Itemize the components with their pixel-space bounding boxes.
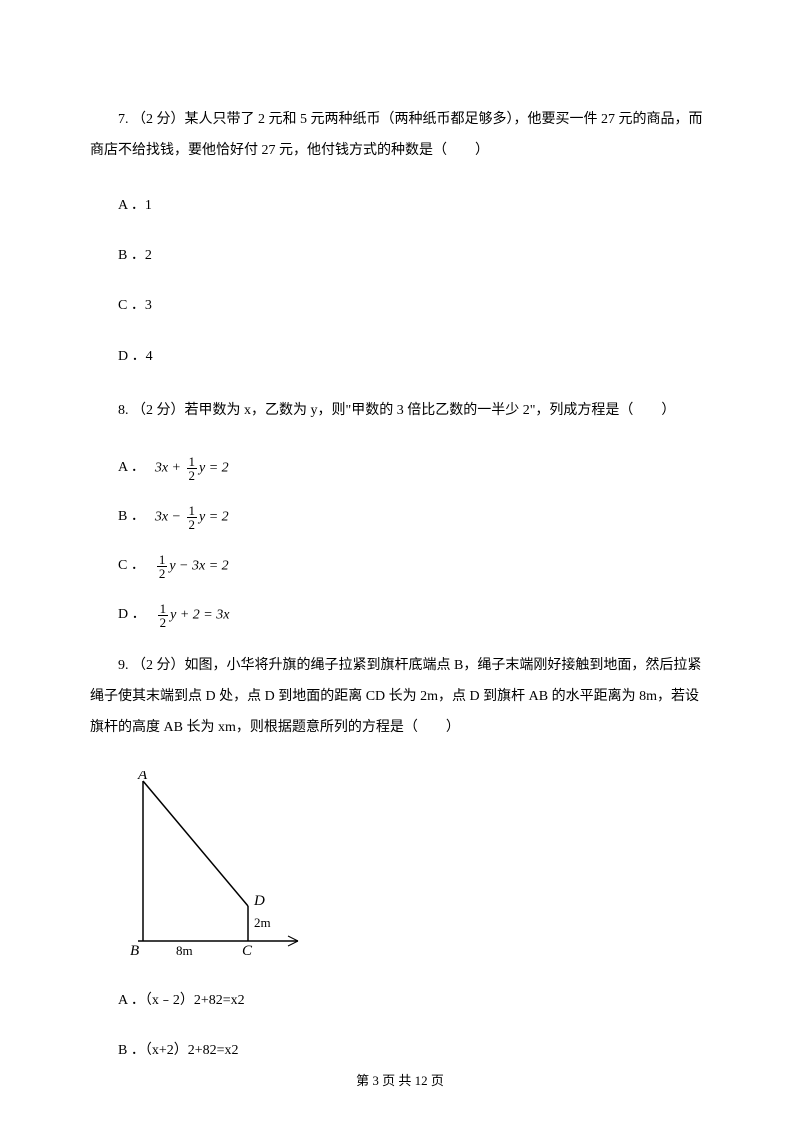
question-9-text: 9. （2 分）如图，小华将升旗的绳子拉紧到旗杆底端点 B，绳子末端刚好接触到地… <box>90 651 710 743</box>
numerator: 1 <box>157 553 168 567</box>
q9-option-b: B ．（x+2）2+82=x2 <box>90 1040 710 1062</box>
fraction: 12 <box>158 602 169 629</box>
q8-option-b: B ． 3x − 12y = 2 <box>90 504 710 531</box>
q9-option-a: A ．（x﹣2）2+82=x2 <box>90 990 710 1012</box>
q9-figure: A B C D 2m 8m <box>118 771 710 969</box>
equation: 12y + 2 = 3x <box>156 602 230 629</box>
page-content: 7. （2 分）某人只带了 2 元和 5 元两种纸币（两种纸币都足够多），他要买… <box>0 0 800 1063</box>
denominator: 2 <box>187 518 198 531</box>
denominator: 2 <box>187 469 198 482</box>
fraction: 12 <box>187 504 198 531</box>
numerator: 1 <box>187 504 198 518</box>
label-b: B <box>130 943 139 959</box>
label-2m: 2m <box>254 915 271 930</box>
q7-option-d: D ．4 <box>90 346 710 368</box>
equation: 3x + 12y = 2 <box>155 455 229 482</box>
denominator: 2 <box>158 616 169 629</box>
eq-part: y + 2 = 3x <box>170 608 229 623</box>
equation: 12y − 3x = 2 <box>155 553 229 580</box>
option-label: D ． <box>118 604 146 626</box>
question-7-text: 7. （2 分）某人只带了 2 元和 5 元两种纸币（两种纸币都足够多），他要买… <box>90 105 710 167</box>
rope-ad <box>143 781 248 906</box>
option-label: C ． <box>118 555 145 577</box>
fraction: 12 <box>157 553 168 580</box>
eq-part: 3x − <box>155 510 185 525</box>
label-c: C <box>242 943 253 959</box>
q8-option-a: A ． 3x + 12y = 2 <box>90 455 710 482</box>
q7-option-b: B ．2 <box>90 245 710 267</box>
numerator: 1 <box>158 602 169 616</box>
question-8-text: 8. （2 分）若甲数为 x，乙数为 y，则"甲数的 3 倍比乙数的一半少 2"… <box>90 396 710 427</box>
option-label: B ． <box>118 506 145 528</box>
eq-part: y = 2 <box>199 510 229 525</box>
eq-part: y = 2 <box>199 461 229 476</box>
option-label: A ． <box>118 457 145 479</box>
numerator: 1 <box>187 455 198 469</box>
q7-option-a: A ．1 <box>90 195 710 217</box>
label-8m: 8m <box>176 943 193 958</box>
fraction: 12 <box>187 455 198 482</box>
equation: 3x − 12y = 2 <box>155 504 229 531</box>
label-a: A <box>137 771 148 783</box>
page-footer: 第 3 页 共 12 页 <box>0 1071 800 1092</box>
eq-part: 3x + <box>155 461 185 476</box>
q7-option-c: C ．3 <box>90 295 710 317</box>
q8-option-d: D ． 12y + 2 = 3x <box>90 602 710 629</box>
label-d: D <box>253 893 265 909</box>
denominator: 2 <box>157 567 168 580</box>
q8-option-c: C ． 12y − 3x = 2 <box>90 553 710 580</box>
flagpole-diagram: A B C D 2m 8m <box>118 771 308 961</box>
eq-part: y − 3x = 2 <box>169 559 228 574</box>
